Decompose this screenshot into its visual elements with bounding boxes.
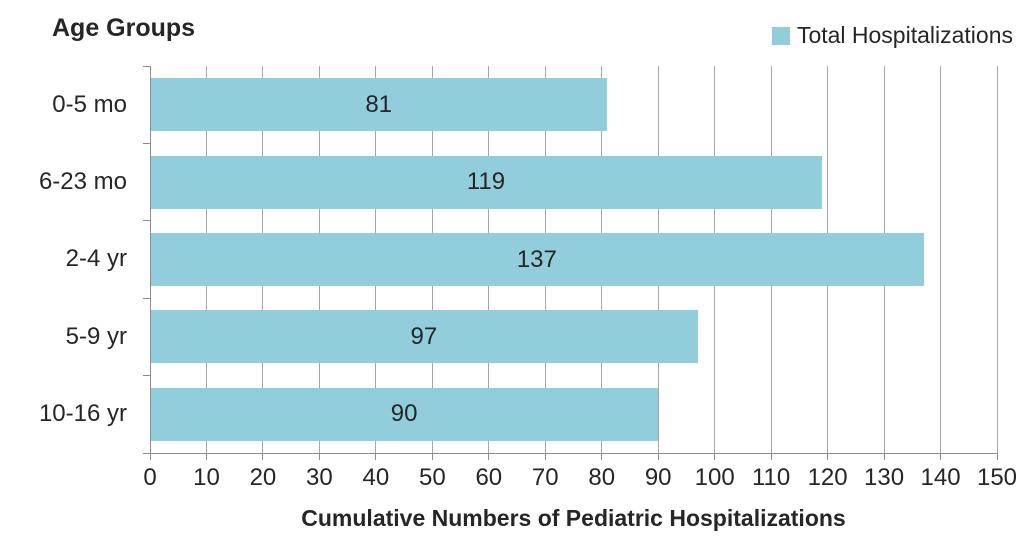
- x-axis-tick-mark: [657, 453, 659, 460]
- x-axis-tick-mark: [488, 453, 490, 460]
- gridline: [996, 66, 998, 453]
- x-axis-tick-mark: [318, 453, 320, 460]
- x-axis-line: [150, 453, 997, 454]
- category-axis-tick-mark: [143, 142, 150, 144]
- category-axis-tick-mark: [143, 452, 150, 454]
- category-label: 5-9 yr: [65, 322, 127, 350]
- chart-title: Age Groups: [52, 14, 196, 42]
- x-axis-tick-mark: [375, 453, 377, 460]
- x-axis-tick-mark: [149, 453, 151, 460]
- x-axis-tick-label: 90: [644, 464, 672, 491]
- x-axis-tick-label: 40: [362, 464, 390, 491]
- x-axis-tick-label: 110: [751, 464, 791, 491]
- bar-value-label: 119: [466, 168, 506, 196]
- x-axis-tick-label: 120: [807, 464, 848, 491]
- x-axis-tick-mark: [827, 453, 829, 460]
- bar: 137: [150, 233, 924, 286]
- bar: 90: [150, 387, 659, 441]
- bar: 81: [150, 78, 608, 132]
- x-axis-tick-mark: [205, 453, 207, 460]
- plot-area: 81 119 137 97 90: [143, 65, 998, 460]
- bar-value-label: 97: [410, 322, 438, 350]
- category-label: 0-5 mo: [52, 90, 127, 118]
- x-axis-tick-label: 60: [475, 464, 503, 491]
- bar-value-label: 81: [365, 90, 393, 118]
- legend-swatch-icon: [771, 26, 790, 45]
- bar: 119: [150, 155, 822, 209]
- x-axis-tick-mark: [770, 453, 772, 460]
- x-axis-tick-mark: [262, 453, 264, 460]
- x-axis-tick-label: 100: [694, 464, 735, 491]
- x-axis-tick-label: 10: [193, 464, 220, 491]
- category-label: 10-16 yr: [38, 400, 127, 428]
- x-axis-tick-label: 80: [588, 464, 616, 491]
- x-axis-tick-label: 0: [143, 464, 157, 491]
- x-axis-tick-mark: [714, 453, 716, 460]
- category-axis-tick-mark: [143, 220, 150, 222]
- x-axis-tick-label: 150: [976, 464, 1018, 491]
- x-axis-tick-mark: [940, 453, 942, 460]
- legend: Total Hospitalizations: [771, 22, 1013, 49]
- category-label: 2-4 yr: [65, 245, 127, 273]
- x-axis-tick-label: 140: [920, 464, 961, 491]
- category-axis-tick-mark: [143, 65, 150, 67]
- x-axis-tick-label: 30: [306, 464, 333, 491]
- gridline: [940, 66, 942, 453]
- x-axis-tick-mark: [996, 453, 998, 460]
- category-label: 6-23 mo: [38, 168, 127, 196]
- x-axis-tick-mark: [544, 453, 546, 460]
- y-axis-line: [150, 66, 151, 453]
- legend-label: Total Hospitalizations: [796, 22, 1013, 48]
- x-axis-tick-mark: [431, 453, 433, 460]
- x-axis-tick-label: 70: [531, 464, 559, 491]
- x-axis-tick-label: 20: [249, 464, 277, 491]
- category-axis-tick-mark: [143, 297, 150, 299]
- x-axis-tick-label: 50: [418, 464, 446, 491]
- bar-value-label: 90: [390, 400, 418, 428]
- x-axis-title: Cumulative Numbers of Pediatric Hospital…: [301, 505, 846, 531]
- x-axis-tick-mark: [601, 453, 603, 460]
- bar: 97: [150, 310, 698, 364]
- x-axis-tick-label: 130: [864, 464, 905, 491]
- x-axis-tick-mark: [883, 453, 885, 460]
- category-axis-tick-mark: [143, 375, 150, 377]
- bar-value-label: 137: [516, 245, 557, 273]
